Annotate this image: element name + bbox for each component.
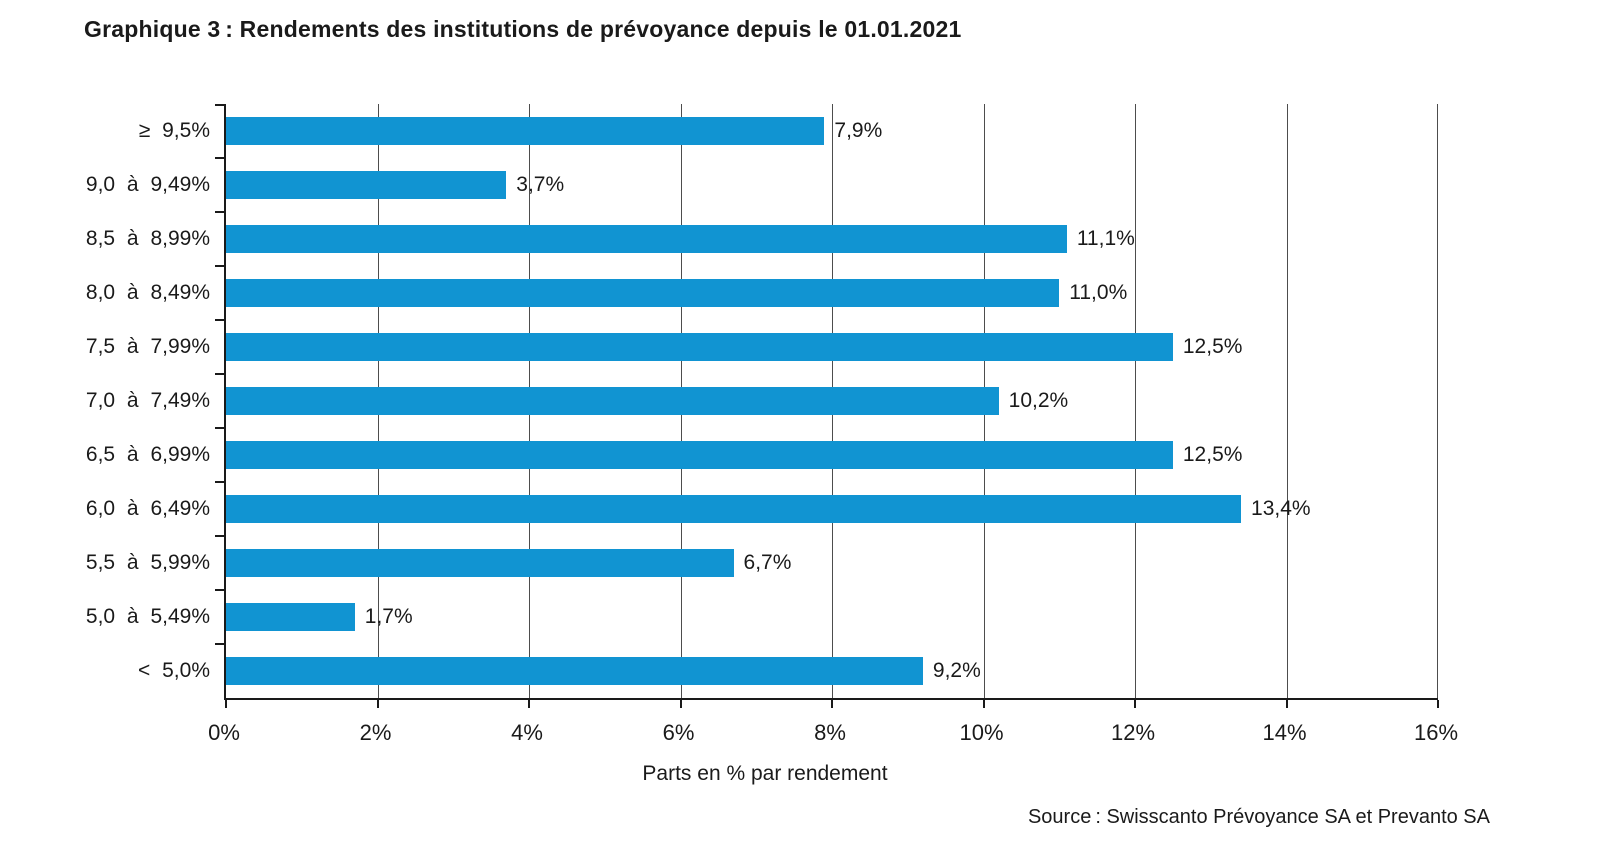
y-axis-tick [215, 427, 224, 429]
bar-value-label: 12,5% [1182, 443, 1243, 466]
bar: 9,2% [226, 657, 981, 685]
x-axis-tick [225, 700, 227, 708]
x-axis-title: Parts en % par rendement [642, 762, 888, 785]
y-axis-tick [215, 265, 224, 267]
x-axis-tick [1437, 700, 1439, 708]
gridline [1135, 104, 1136, 698]
category-label: 6,0 à 6,49% [85, 497, 210, 520]
x-tick-label: 6% [662, 720, 695, 745]
x-tick-label: 2% [359, 720, 392, 745]
x-tick-label: 12% [1110, 720, 1156, 745]
y-axis-tick [215, 211, 224, 213]
bar: 7,9% [226, 117, 882, 145]
y-axis-tick [215, 157, 224, 159]
gridline [1437, 104, 1438, 698]
bar: 13,4% [226, 495, 1311, 523]
category-label: ≥ 9,5% [138, 119, 210, 142]
y-axis-tick [215, 535, 224, 537]
category-label: 7,0 à 7,49% [85, 389, 210, 412]
bar-row: 9,2% [226, 644, 1438, 698]
x-axis-tick [1134, 700, 1136, 708]
x-axis-tick [1285, 700, 1288, 708]
y-axis-tick [215, 319, 224, 321]
bar: 3,7% [226, 171, 564, 199]
bar: 11,0% [226, 279, 1127, 307]
chart-title: Graphique 3 : Rendements des institution… [84, 16, 962, 42]
source-note: Source : Swisscanto Prévoyance SA et Pre… [1027, 806, 1490, 828]
bar: 12,5% [226, 333, 1242, 361]
bar-rows: 7,9% 3,7% 11,1% 11,0% 12,5% [226, 104, 1438, 698]
x-axis-tick [982, 700, 985, 708]
bar: 11,1% [226, 225, 1135, 253]
bar-value-label: 7,9% [834, 119, 883, 142]
x-axis-tick [376, 700, 379, 708]
bar-row: 1,7% [226, 590, 1438, 644]
x-tick-label: 0% [208, 720, 240, 745]
category-label: 5,5 à 5,99% [85, 551, 210, 574]
bar-row: 11,1% [226, 212, 1438, 266]
x-tick-label: 16% [1413, 720, 1459, 745]
category-label: 8,0 à 8,49% [85, 281, 210, 304]
bar-value-label: 9,2% [932, 659, 981, 682]
y-axis-tick [215, 104, 224, 106]
category-label: 9,0 à 9,49% [85, 173, 210, 196]
gridline [1286, 104, 1288, 698]
category-label: 8,5 à 8,99% [85, 227, 210, 250]
bar-value-label: 11,0% [1069, 281, 1128, 304]
bar-row: 11,0% [226, 266, 1438, 320]
bar-row: 12,5% [226, 428, 1438, 482]
bar-row: 3,7% [226, 158, 1438, 212]
category-label: 7,5 à 7,99% [85, 335, 210, 358]
x-axis-tick [528, 700, 530, 708]
y-axis-category-labels: ≥ 9,5% 9,0 à 9,49% 8,5 à 8,99% 8,0 à 8,4… [0, 104, 210, 698]
y-axis-tick [215, 481, 224, 483]
x-tick-label: 8% [814, 720, 846, 745]
bar-row: 10,2% [226, 374, 1438, 428]
bar-row: 13,4% [226, 482, 1438, 536]
bar-value-label: 1,7% [364, 605, 413, 628]
y-axis-tick [215, 643, 224, 645]
bar: 6,7% [226, 549, 791, 577]
bar-value-label: 12,5% [1182, 335, 1243, 358]
bar: 12,5% [226, 441, 1242, 469]
plot-area: 7,9% 3,7% 11,1% 11,0% 12,5% [215, 104, 1439, 708]
x-tick-label: 10% [959, 720, 1004, 745]
bar-row: 12,5% [226, 320, 1438, 374]
bar-value-label: 3,7% [516, 173, 565, 196]
y-axis-tick [215, 589, 224, 591]
bar-value-label: 13,4% [1251, 497, 1311, 520]
category-label: < 5,0% [138, 659, 210, 682]
x-axis-tick-labels: 0% 2% 4% 6% 8% 10% 12% 14% 16% [208, 720, 1458, 748]
bar: 10,2% [226, 387, 1068, 415]
bar-value-label: 11,1% [1076, 227, 1135, 250]
bar-value-label: 6,7% [743, 551, 792, 574]
x-tick-label: 4% [511, 720, 543, 745]
bar-row: 6,7% [226, 536, 1438, 590]
bar-value-label: 10,2% [1008, 389, 1069, 412]
category-label: 5,0 à 5,49% [85, 605, 210, 628]
x-axis-tick [679, 700, 682, 708]
category-label: 6,5 à 6,99% [85, 443, 210, 466]
x-tick-label: 14% [1262, 720, 1307, 745]
bar: 1,7% [226, 603, 413, 631]
bar-row: 7,9% [226, 104, 1438, 158]
x-axis-tick [831, 700, 833, 708]
y-axis-tick [215, 373, 224, 375]
